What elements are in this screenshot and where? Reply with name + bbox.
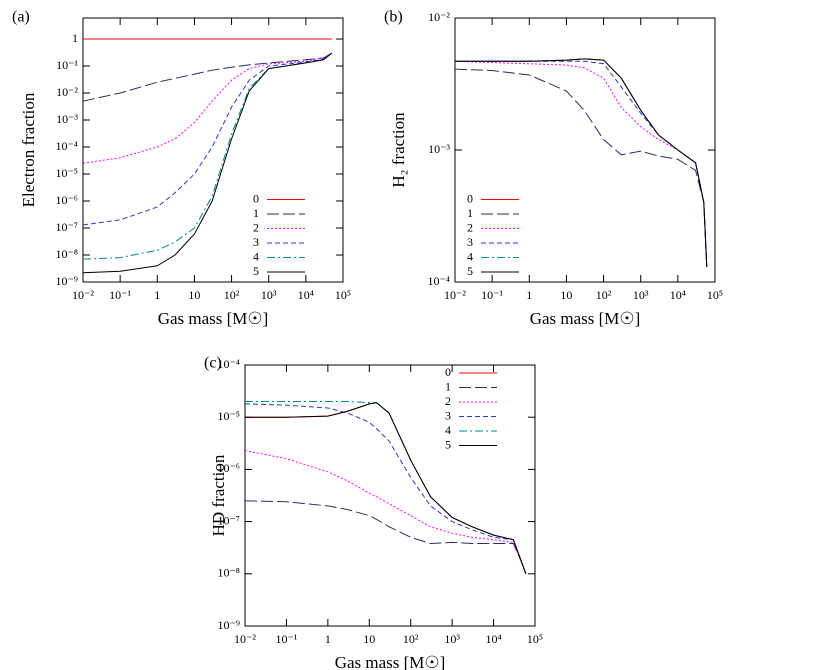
y-tick-label: 10⁻⁴ [55, 139, 78, 153]
x-axis-label: Gas mass [M☉] [530, 309, 641, 328]
x-tick-label: 10 [560, 288, 572, 302]
y-tick-label: 10⁻⁸ [55, 247, 78, 261]
y-tick-label: 10⁻⁹ [217, 618, 240, 632]
x-tick-label: 10² [596, 288, 612, 302]
x-tick-label: 1 [154, 288, 160, 302]
series-line [455, 60, 708, 267]
legend-label: 3 [467, 235, 473, 249]
series-line [455, 58, 708, 267]
legend-label: 0 [445, 365, 451, 379]
series-line [245, 402, 527, 574]
legend-label: 2 [445, 394, 451, 408]
y-tick-label: 10⁻⁷ [217, 513, 240, 527]
series-line [83, 52, 333, 164]
y-axis-label: HD fraction [209, 454, 228, 536]
x-tick-label: 10⁴ [670, 288, 686, 302]
series-line [83, 52, 333, 274]
legend-label: 0 [253, 191, 259, 205]
series-line [245, 500, 527, 574]
x-tick-label: 10² [403, 632, 419, 646]
plot-lines [455, 58, 708, 267]
panel-label: (c) [204, 355, 222, 372]
x-tick-label: 10³ [633, 288, 649, 302]
panel-label: (a) [12, 9, 30, 26]
y-tick-label: 10⁻⁴ [217, 357, 240, 371]
series-line [245, 403, 527, 574]
series-line [83, 52, 333, 226]
y-tick-label: 10⁻³ [428, 142, 450, 156]
y-tick-label: 10⁻⁶ [217, 461, 240, 475]
legend-label: 4 [467, 249, 473, 263]
panel-label: (b) [384, 9, 403, 26]
legend-label: 4 [253, 249, 259, 263]
plot-lines [245, 400, 527, 574]
y-tick-label: 10⁻¹ [56, 58, 78, 72]
y-tick-label: 10⁻⁷ [55, 220, 78, 234]
y-tick-label: 10⁻⁸ [217, 566, 240, 580]
x-tick-label: 10⁵ [707, 288, 723, 302]
y-tick-label: 10⁻² [56, 85, 78, 99]
x-tick-label: 10³ [261, 288, 277, 302]
x-tick-label: 10⁻² [444, 288, 466, 302]
plot-frame [454, 17, 716, 283]
series-line [455, 68, 708, 267]
legend-label: 5 [253, 264, 259, 278]
legend-label: 3 [445, 408, 451, 422]
y-tick-label: 1 [72, 31, 78, 45]
y-axis-label: H₂ fraction [389, 112, 408, 188]
x-tick-label: 10³ [444, 632, 460, 646]
x-tick-label: 10⁻² [234, 632, 256, 646]
legend-label: 1 [253, 206, 259, 220]
y-tick-label: 10⁻⁵ [55, 166, 78, 180]
legend-label: 0 [467, 191, 473, 205]
legend-label: 2 [467, 220, 473, 234]
series-line [455, 58, 708, 267]
x-tick-label: 10⁻² [72, 288, 94, 302]
x-tick-label: 10⁻¹ [481, 288, 503, 302]
series-line [83, 52, 333, 260]
x-tick-label: 10² [224, 288, 240, 302]
x-tick-label: 10⁻¹ [109, 288, 131, 302]
legend-label: 4 [445, 423, 451, 437]
legend-label: 1 [445, 379, 451, 393]
x-tick-label: 10⁴ [298, 288, 314, 302]
y-tick-label: 10⁻⁹ [55, 274, 78, 288]
x-tick-label: 10 [363, 632, 375, 646]
x-axis-label: Gas mass [M☉] [335, 653, 446, 670]
y-tick-label: 10⁻³ [56, 112, 78, 126]
legend-label: 3 [253, 235, 259, 249]
legend-label: 2 [253, 220, 259, 234]
legend-label: 5 [445, 437, 451, 451]
plot-lines [83, 38, 333, 274]
x-axis-label: Gas mass [M☉] [158, 309, 269, 328]
y-tick-label: 10⁻⁵ [217, 409, 240, 423]
series-line [245, 400, 527, 574]
x-tick-label: 10⁵ [527, 632, 543, 646]
y-tick-label: 10⁻⁶ [55, 193, 78, 207]
x-tick-label: 1 [325, 632, 331, 646]
x-tick-label: 10⁴ [485, 632, 501, 646]
series-line [83, 52, 333, 102]
legend-label: 5 [467, 264, 473, 278]
y-tick-label: 10⁻² [428, 10, 450, 24]
series-line [455, 58, 708, 267]
x-tick-label: 1 [526, 288, 532, 302]
plot-frame [244, 364, 536, 627]
y-tick-label: 10⁻⁴ [427, 274, 450, 288]
series-line [245, 450, 527, 574]
x-tick-label: 10 [188, 288, 200, 302]
plot-frame [82, 17, 344, 283]
x-tick-label: 10⁵ [335, 288, 351, 302]
y-axis-label: Electron fraction [19, 92, 38, 207]
series-line [245, 402, 527, 574]
legend-label: 1 [467, 206, 473, 220]
series-line [455, 60, 708, 267]
x-tick-label: 10⁻¹ [275, 632, 297, 646]
